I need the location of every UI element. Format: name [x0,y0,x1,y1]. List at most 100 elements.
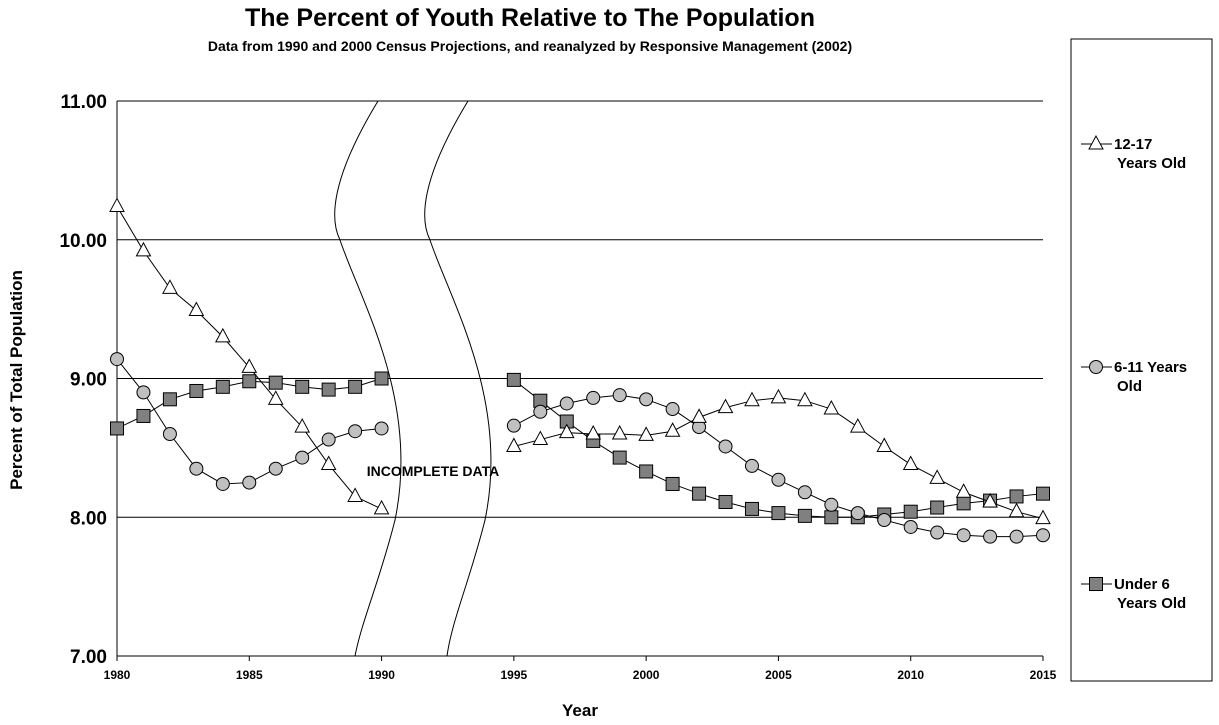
data-point [1009,489,1024,504]
legend-box [1070,38,1213,682]
series-group [109,197,1051,544]
data-point [1036,528,1050,543]
data-point [242,374,257,389]
data-point [903,504,918,519]
data-point [718,494,733,509]
data-point [295,450,310,465]
y-tick-label: 8.00 [70,508,107,529]
data-point [902,455,919,471]
data-point [162,392,177,407]
data-point [664,422,681,437]
data-point [956,496,971,511]
legend-item: Under 6 Years Old [1081,576,1186,612]
data-point [612,388,627,403]
chart-subtitle: Data from 1990 and 2000 Census Projectio… [207,38,853,54]
data-point [797,485,812,500]
y-tick-label: 9.00 [70,370,107,391]
break-curve-left [334,100,402,657]
data-point [797,391,813,407]
data-point [136,385,151,400]
data-point [744,391,760,407]
series-circle [110,352,1050,544]
incomplete-data-annotation: INCOMPLETE DATA [367,463,499,479]
legend-label: Old [1117,378,1142,395]
x-tick-label: 1980 [104,668,131,682]
data-point [691,408,707,423]
data-point [982,492,998,508]
data-point [214,327,231,343]
legend-label: Years Old [1117,155,1186,172]
data-point [162,427,177,441]
data-point [110,421,124,436]
data-point [1089,360,1103,374]
data-point [162,279,178,294]
data-point [294,418,311,433]
x-tick-label: 1990 [368,668,395,682]
data-point [585,424,602,440]
data-point [136,408,151,423]
data-point [321,432,336,447]
data-point [639,392,654,407]
data-point [268,375,283,390]
data-point [373,499,390,515]
data-point [268,461,283,476]
legend: 12-17 Years Old 6-11 Years Old Under 6 Years … [1070,38,1213,682]
tick-labels: 7.00 8.00 9.00 10.00 11.00 1980 1985 1990 1995 20… [59,92,1056,682]
data-point [718,439,733,454]
legend-item: 6-11 Years Old [1081,359,1187,395]
data-point [110,352,124,367]
data-point [215,379,230,394]
y-tick-label: 11.00 [61,92,108,113]
data-point [665,402,680,417]
incomplete-data-break [334,100,492,657]
data-point [849,418,866,433]
data-point [533,404,548,419]
legend-item: 12-17 Years Old [1081,134,1186,172]
data-point [850,506,865,521]
y-axis-label: Percent of Total Population [7,270,26,490]
data-point [267,390,284,405]
data-point [1009,529,1024,544]
data-point [188,301,205,317]
data-point [109,197,125,212]
data-point [611,424,628,440]
data-point [797,508,812,523]
x-tick-label: 2000 [633,668,660,682]
data-point [638,426,654,441]
data-point [348,379,363,394]
chart-title: The Percent of Youth Relative to The Pop… [245,4,815,32]
data-point [903,519,918,534]
series-triangle [109,197,1051,525]
data-point [930,500,945,515]
data-point [930,525,945,540]
x-tick-label: 2010 [897,668,924,682]
data-point [744,501,759,516]
axes [116,101,1044,661]
data-point [744,458,759,473]
data-point [347,487,363,502]
y-tick-label: 10.00 [59,231,107,252]
legend-label: Under 6 [1114,576,1170,593]
data-point [612,450,627,465]
data-point [241,358,258,373]
data-point [824,497,839,512]
data-point [1036,486,1050,501]
series-square [110,371,1050,525]
data-point [558,423,575,439]
data-point [374,421,389,436]
data-point [1088,134,1104,150]
data-point [692,486,707,501]
data-point [348,424,363,439]
data-point [717,398,734,414]
data-point [770,388,787,404]
data-point [956,528,971,543]
legend-label: 6-11 Years [1114,359,1187,376]
data-point [771,472,786,487]
data-point [242,475,257,490]
data-point [586,390,601,405]
data-point [320,455,337,471]
data-point [374,371,389,386]
legend-label: 12-17 [1114,136,1152,153]
data-point [506,372,521,387]
data-point [929,469,946,484]
